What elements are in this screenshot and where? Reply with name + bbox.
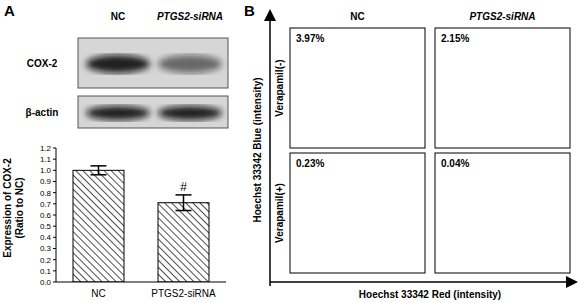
svg-text:β-actin: β-actin xyxy=(26,107,59,118)
svg-text:0.23%: 0.23% xyxy=(296,158,324,169)
svg-text:PTGS2-siRNA: PTGS2-siRNA xyxy=(157,11,223,22)
svg-text:0.1: 0.1 xyxy=(40,267,52,276)
svg-text:1.0: 1.0 xyxy=(40,166,52,175)
svg-text:B: B xyxy=(244,2,255,19)
html-text:Expression of COX-2: Expression of COX-2 xyxy=(2,158,13,258)
svg-text:Verapamil(-): Verapamil(-) xyxy=(274,59,285,116)
svg-text:NC: NC xyxy=(91,288,105,299)
svg-text:0.04%: 0.04% xyxy=(441,158,469,169)
svg-text:0.7: 0.7 xyxy=(40,200,52,209)
svg-text:3.97%: 3.97% xyxy=(296,33,324,44)
html-text:(Ratio to NC): (Ratio to NC) xyxy=(14,177,25,239)
svg-text:Hoechst 33342 Blue (intensity): Hoechst 33342 Blue (intensity) xyxy=(252,77,263,222)
svg-text:COX-2: COX-2 xyxy=(27,58,58,69)
svg-text:2.15%: 2.15% xyxy=(441,33,469,44)
svg-text:0.9: 0.9 xyxy=(40,177,52,186)
svg-text:1.2: 1.2 xyxy=(40,144,52,153)
svg-text:PTGS2-siRNA: PTGS2-siRNA xyxy=(151,288,216,299)
svg-text:1.1: 1.1 xyxy=(40,155,52,164)
svg-text:0.0: 0.0 xyxy=(40,278,52,287)
svg-text:#: # xyxy=(180,180,187,194)
svg-text:Hoechst 33342 Red (intensity): Hoechst 33342 Red (intensity) xyxy=(359,289,501,300)
svg-text:NC: NC xyxy=(111,11,125,22)
svg-text:Verapamil(+): Verapamil(+) xyxy=(274,183,285,243)
svg-text:0.2: 0.2 xyxy=(40,256,52,265)
svg-text:0.4: 0.4 xyxy=(40,233,52,242)
svg-text:0.5: 0.5 xyxy=(40,222,52,231)
svg-text:0.8: 0.8 xyxy=(40,189,52,198)
svg-text:0.6: 0.6 xyxy=(40,211,52,220)
svg-text:A: A xyxy=(4,2,15,19)
svg-text:0.3: 0.3 xyxy=(40,244,52,253)
svg-text:PTGS2-siRNA: PTGS2-siRNA xyxy=(469,11,535,22)
svg-text:NC: NC xyxy=(350,11,364,22)
